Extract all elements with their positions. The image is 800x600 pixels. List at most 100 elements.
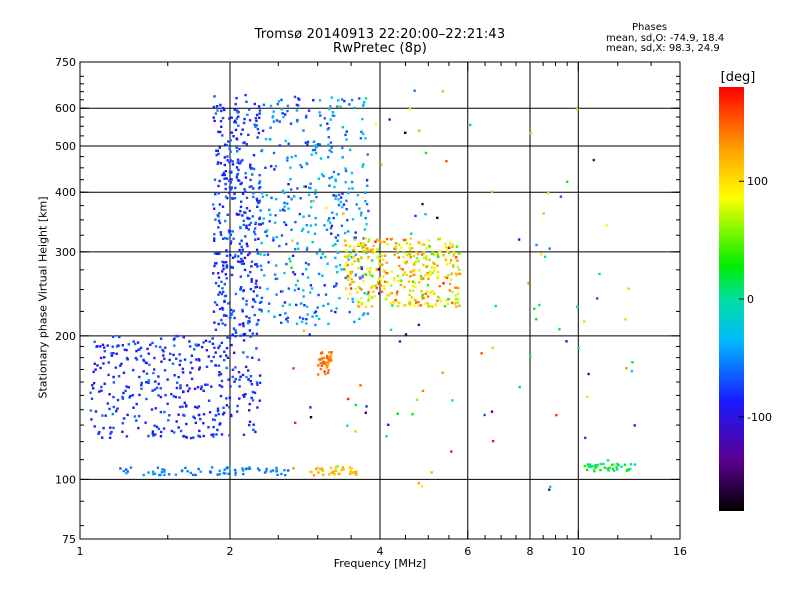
echo-point	[278, 313, 282, 317]
echo-point	[314, 223, 317, 226]
echo-point	[558, 328, 561, 331]
echo-point	[368, 294, 371, 298]
echo-point	[232, 135, 235, 138]
echo-point	[135, 402, 138, 406]
echo-point	[112, 381, 116, 384]
echo-point	[380, 290, 384, 293]
echo-point	[337, 198, 340, 201]
echo-point	[414, 299, 417, 302]
echo-point	[181, 405, 184, 408]
echo-point	[237, 168, 240, 172]
echo-point	[306, 276, 310, 279]
echo-point	[258, 286, 262, 289]
echo-point	[417, 241, 421, 244]
echo-point	[241, 310, 244, 313]
echo-point	[378, 292, 381, 295]
echo-point	[449, 241, 452, 245]
echo-point	[408, 243, 412, 246]
echo-point	[153, 356, 156, 360]
echo-point	[297, 247, 300, 250]
echo-point	[325, 363, 328, 367]
echo-point	[388, 292, 392, 296]
echo-point	[344, 169, 348, 173]
echo-point	[253, 123, 256, 126]
echo-point	[453, 302, 457, 305]
echo-point	[304, 141, 307, 144]
echo-point	[396, 279, 400, 283]
echo-point	[458, 252, 461, 255]
echo-point	[198, 435, 202, 438]
echo-point	[313, 148, 317, 152]
echo-point	[340, 224, 344, 227]
echo-point	[424, 151, 428, 155]
echo-point	[218, 291, 222, 294]
echo-point	[185, 422, 188, 426]
echo-point	[319, 114, 322, 117]
echo-point	[166, 402, 169, 405]
echo-point	[214, 193, 217, 196]
echo-point	[370, 248, 373, 251]
echo-point	[221, 205, 225, 208]
y-tick-label: 600	[55, 102, 76, 115]
echo-point	[313, 232, 317, 235]
echo-point	[263, 471, 267, 474]
echo-point	[423, 251, 426, 254]
echo-point	[235, 174, 239, 177]
echo-point	[442, 282, 445, 285]
echo-point	[144, 421, 147, 424]
echo-point	[295, 120, 299, 123]
echo-point	[258, 308, 261, 311]
echo-point	[362, 312, 366, 315]
echo-point	[136, 341, 140, 344]
echo-point	[325, 366, 329, 369]
echo-point	[188, 340, 191, 343]
echo-point	[367, 209, 370, 213]
echo-point	[377, 268, 381, 271]
echo-point	[268, 208, 271, 212]
echo-point	[248, 217, 251, 220]
x-tick-label: 2	[227, 545, 234, 558]
x-tick-label: 8	[527, 545, 534, 558]
echo-point	[429, 273, 432, 276]
echo-point	[362, 237, 365, 240]
echo-point	[249, 335, 253, 338]
echo-point	[344, 264, 347, 267]
echo-point	[221, 413, 225, 416]
echo-point	[135, 419, 138, 422]
echo-point	[137, 426, 140, 430]
echo-point	[118, 335, 121, 339]
echo-point	[252, 423, 255, 426]
echo-point	[335, 265, 338, 268]
echo-point	[249, 375, 253, 378]
echo-point	[221, 134, 224, 137]
echo-point	[223, 468, 226, 471]
echo-point	[366, 312, 370, 315]
echo-point	[346, 256, 349, 259]
echo-point	[448, 289, 451, 292]
echo-point	[163, 468, 166, 472]
echo-point	[242, 289, 246, 292]
echo-point	[625, 367, 628, 370]
echo-point	[352, 471, 356, 474]
echo-point	[202, 389, 205, 392]
echo-point	[157, 394, 160, 397]
echo-point	[238, 213, 241, 216]
echo-point	[366, 184, 369, 187]
echo-point	[93, 425, 96, 428]
echo-point	[281, 112, 284, 115]
echo-point	[290, 228, 293, 231]
echo-point	[234, 335, 237, 338]
echo-point	[186, 384, 189, 387]
echo-point	[142, 359, 146, 363]
echo-point	[140, 387, 143, 390]
echo-point	[389, 328, 393, 332]
echo-point	[240, 133, 243, 136]
echo-point	[160, 360, 163, 363]
echo-point	[633, 463, 637, 466]
echo-point	[267, 261, 270, 264]
echo-point	[228, 316, 232, 320]
echo-point	[335, 213, 338, 216]
echo-point	[162, 350, 165, 353]
echo-point	[159, 473, 162, 477]
echo-point	[424, 302, 427, 305]
